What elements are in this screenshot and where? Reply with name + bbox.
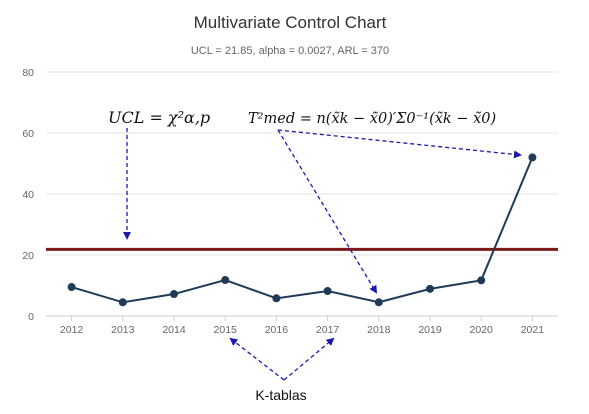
- data-point: [426, 284, 434, 293]
- data-point: [272, 294, 281, 303]
- y-tick-label: 60: [22, 128, 34, 140]
- data-point: [374, 298, 383, 307]
- x-tick-label: 2018: [367, 324, 391, 336]
- x-tick-label: 2017: [316, 324, 340, 336]
- ktablas-label: K-tablas: [255, 387, 306, 403]
- t2-formula: T²med = n(x̃k − x̃0)′Σ0⁻¹(x̃k − x̃0): [248, 111, 496, 127]
- y-tick-label: 80: [22, 67, 34, 79]
- ktablas-arrow-left: [229, 337, 285, 381]
- t2-arrow-to-2018: [277, 129, 378, 294]
- series-layer: [67, 153, 537, 307]
- series-line: [71, 157, 534, 304]
- x-tick-label: 2014: [162, 324, 186, 336]
- annotation-arrows: [123, 128, 522, 381]
- chart-title: Multivariate Control Chart: [194, 13, 387, 32]
- data-point: [67, 283, 76, 292]
- t2-arrow-to-2021: [277, 129, 522, 159]
- x-tick-label: 2013: [111, 324, 135, 336]
- x-tick-label: 2012: [60, 324, 84, 336]
- x-axis-ticks: 2012 2013 2014 2015 2016 2017 2018 2019 2020 2021: [60, 316, 544, 336]
- grid-lines: [46, 71, 558, 317]
- x-tick-label: 2019: [418, 324, 442, 336]
- ucl-formula: UCL = χ²α,p: [108, 108, 210, 127]
- data-point: [221, 276, 230, 285]
- ktablas-arrow-right: [283, 337, 335, 381]
- data-point: [528, 153, 537, 162]
- x-tick-label: 2015: [214, 324, 238, 336]
- data-point: [170, 290, 178, 299]
- data-point: [477, 276, 486, 285]
- data-point: [323, 286, 332, 295]
- chart-subtitle: UCL = 21.85, alpha = 0.0027, ARL = 370: [191, 45, 389, 57]
- y-tick-label: 40: [22, 189, 34, 201]
- data-point: [118, 298, 127, 307]
- y-tick-label: 20: [22, 250, 34, 262]
- x-tick-label: 2020: [470, 324, 494, 336]
- y-tick-label: 0: [28, 311, 34, 323]
- x-tick-label: 2021: [521, 324, 545, 336]
- x-tick-label: 2016: [265, 324, 289, 336]
- y-axis-ticks: 0 20 40 60 80: [22, 67, 34, 323]
